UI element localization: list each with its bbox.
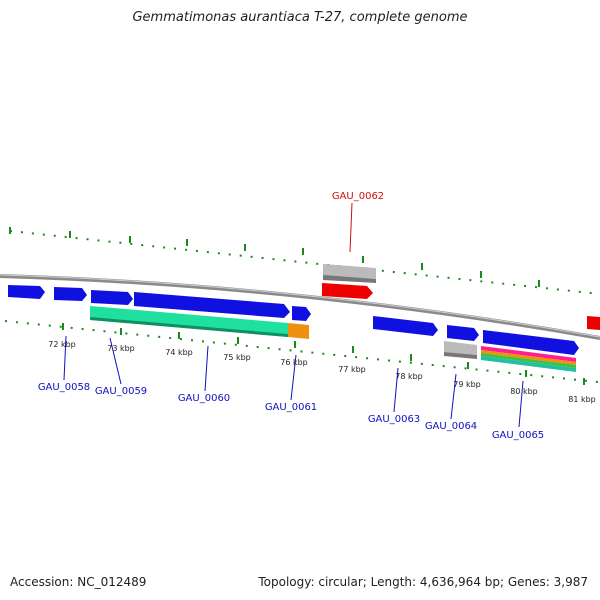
- genome-backbone: [0, 274, 600, 340]
- tick-labels: 72 kbp 73 kbp 74 kbp 75 kbp 76 kbp 77 kb…: [48, 340, 596, 404]
- gene-arrow-gau-0059[interactable]: [54, 287, 87, 301]
- gene-arrow-gau-0060[interactable]: [134, 292, 290, 318]
- gene-arrow-gau-0063[interactable]: [373, 316, 438, 336]
- tick-label: 74 kbp: [165, 348, 193, 357]
- top-tick-row: [9, 230, 600, 295]
- gene-label-gau-0061[interactable]: GAU_0061: [265, 402, 317, 413]
- tick-label: 75 kbp: [223, 353, 251, 362]
- tick-label: 80 kbp: [510, 387, 538, 396]
- gene-label-gau-0063[interactable]: GAU_0063: [368, 414, 420, 425]
- gene-arrow-gau-0064[interactable]: [447, 325, 479, 341]
- tick-label: 79 kbp: [453, 380, 481, 389]
- gene-arrow-gau-0065[interactable]: [483, 330, 579, 355]
- genome-summary: Topology: circular; Length: 4,636,964 bp…: [258, 575, 588, 589]
- gene-label-gau-0059[interactable]: GAU_0059: [95, 386, 147, 397]
- tick-label: 81 kbp: [568, 395, 596, 404]
- bottom-tick-row: [4, 320, 599, 383]
- feature-bars: [90, 264, 576, 372]
- gene-arrow-edge[interactable]: [587, 316, 600, 330]
- tick-label: 72 kbp: [48, 340, 76, 349]
- gene-arrow-gau-0058[interactable]: [8, 285, 45, 299]
- tick-label: 76 kbp: [280, 358, 308, 367]
- gene-label-gau-0064[interactable]: GAU_0064: [425, 421, 477, 432]
- tick-label: 73 kbp: [107, 344, 135, 353]
- gene-label-gau-0065[interactable]: GAU_0065: [492, 430, 544, 441]
- tick-label: 78 kbp: [395, 372, 423, 381]
- gene-labels: GAU_0058 GAU_0059 GAU_0060 GAU_0061 GAU_…: [38, 191, 544, 441]
- major-ticks: [9, 227, 585, 385]
- accession-text: Accession: NC_012489: [10, 575, 147, 589]
- tick-label: 77 kbp: [338, 365, 366, 374]
- gene-arrow-gau-0062[interactable]: [322, 283, 373, 299]
- gene-label-gau-0060[interactable]: GAU_0060: [178, 393, 230, 404]
- gene-label-gau-0058[interactable]: GAU_0058: [38, 382, 90, 393]
- forward-genes: [8, 285, 579, 355]
- gene-arrow-gau-0060a[interactable]: [91, 290, 133, 305]
- label-leaders: [63, 202, 524, 428]
- gene-label-gau-0062[interactable]: GAU_0062: [332, 191, 384, 202]
- map-title: Gemmatimonas aurantiaca T-27, complete g…: [132, 10, 468, 25]
- gene-arrow-gau-0061[interactable]: [292, 306, 311, 321]
